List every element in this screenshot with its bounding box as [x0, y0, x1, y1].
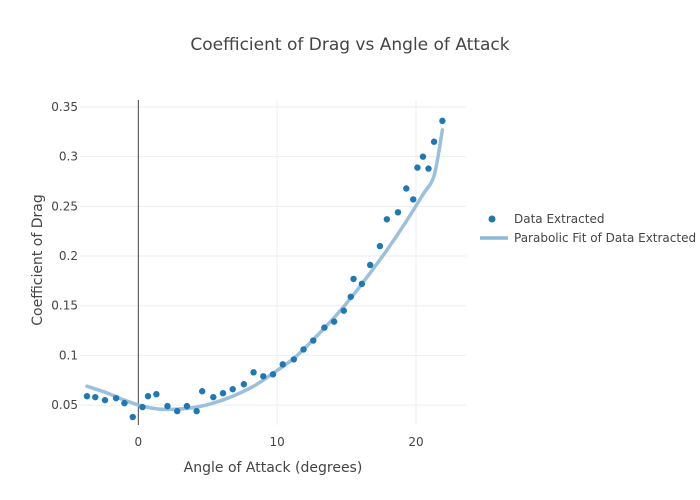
data-point — [376, 242, 384, 250]
data-point — [330, 318, 338, 325]
data-point — [164, 402, 171, 410]
data-point — [83, 392, 91, 400]
chart-title: Coefficient of Drag vs Angle of Attack — [190, 35, 509, 55]
data-point — [121, 399, 128, 407]
data-point — [430, 138, 438, 145]
fit-line — [85, 128, 445, 412]
data-point — [394, 209, 402, 216]
data-point — [193, 407, 200, 415]
data-point — [153, 390, 160, 398]
y-tick-label: 0.2 — [59, 249, 78, 263]
data-point — [139, 403, 146, 411]
data-point — [144, 392, 152, 400]
legend-label-data: Data Extracted — [514, 212, 604, 226]
x-tick-label: 0 — [134, 435, 142, 449]
data-series — [83, 117, 446, 421]
data-point — [92, 393, 99, 401]
y-axis-title: Coefficient of Drag — [30, 194, 46, 325]
data-point — [425, 165, 432, 172]
legend[interactable]: Data Extracted Parabolic Fit of Data Ext… — [480, 212, 696, 245]
legend-item-data[interactable]: Data Extracted — [488, 212, 605, 226]
y-tick-label: 0.05 — [51, 398, 78, 412]
data-point — [290, 356, 298, 363]
x-axis-title: Angle of Attack (degrees) — [184, 460, 363, 476]
data-point — [240, 381, 248, 388]
data-point — [183, 402, 191, 410]
data-point — [300, 346, 307, 353]
data-point — [403, 185, 410, 192]
data-point — [219, 389, 227, 397]
x-tick-label: 10 — [270, 435, 285, 449]
legend-label-fit: Parabolic Fit of Data Extracted — [514, 231, 696, 245]
y-tick-label: 0.1 — [59, 348, 78, 362]
data-point — [383, 216, 391, 223]
data-point — [366, 261, 374, 269]
data-point — [347, 293, 354, 300]
data-point — [101, 396, 109, 404]
legend-marker-dot-icon — [488, 215, 496, 223]
data-point — [419, 153, 427, 160]
data-point — [269, 371, 277, 378]
data-point — [279, 361, 286, 368]
data-point — [112, 394, 120, 402]
data-point — [173, 407, 181, 415]
data-point — [410, 196, 417, 203]
data-point — [129, 413, 136, 421]
x-tick-label: 20 — [408, 435, 423, 449]
y-tick-label: 0.3 — [59, 150, 78, 164]
y-axis-ticks: 0.05 0.1 0.15 0.2 0.25 0.3 0.35 — [51, 100, 78, 412]
y-tick-label: 0.35 — [51, 100, 78, 114]
data-point — [260, 373, 267, 380]
data-point — [414, 164, 421, 171]
y-tick-label: 0.15 — [51, 299, 78, 313]
data-point — [210, 393, 217, 401]
data-point — [350, 275, 357, 283]
y-tick-label: 0.25 — [51, 199, 78, 213]
data-point — [439, 117, 446, 125]
data-point — [229, 386, 236, 393]
data-point — [358, 280, 366, 288]
legend-item-fit[interactable]: Parabolic Fit of Data Extracted — [480, 231, 696, 245]
data-point — [250, 369, 257, 376]
x-axis-ticks: 0 10 20 — [134, 435, 423, 449]
data-point — [340, 307, 348, 314]
fit-series — [85, 128, 445, 412]
data-point — [198, 388, 206, 395]
data-point — [310, 337, 317, 344]
data-point — [321, 324, 328, 331]
